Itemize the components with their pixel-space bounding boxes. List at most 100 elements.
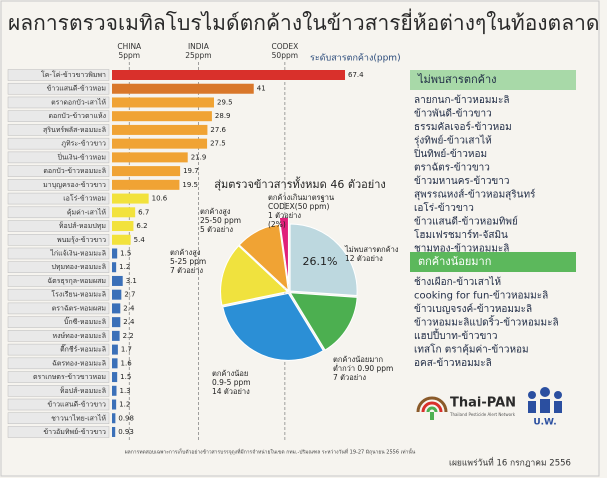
list-item: cooking for fun-ข้าวหอมมะลิ — [414, 290, 548, 302]
category-label: ท็อปส์-หอมปทุม — [59, 221, 106, 230]
label-box — [7, 275, 110, 287]
reference-name: CHINA — [117, 42, 142, 51]
pie-slice — [222, 292, 324, 361]
bar — [112, 138, 208, 149]
category-label: ตราดอกบัว-เสาไห้ — [51, 97, 106, 106]
category-label: ปิ่นเงิน-ข้าวหอม — [57, 152, 106, 161]
bar — [112, 413, 116, 424]
label-box — [7, 234, 110, 246]
bar — [112, 385, 117, 396]
label-box — [7, 357, 110, 370]
logo-arc — [421, 401, 443, 413]
label-box — [7, 426, 110, 438]
logo2-name: U.W. — [533, 418, 556, 428]
bar — [112, 83, 254, 94]
slice-label: 14 ตัวอย่าง — [212, 387, 250, 396]
category-label: ท็อปส์-หอมมะลิ — [60, 386, 106, 395]
bar — [112, 221, 134, 232]
category-label: ฉัตรทอง-หอมมะลิ — [52, 359, 106, 367]
list-item: ชามทอง-ข้าวหอมมะลิ — [414, 243, 509, 255]
pie-percent: 26.1% — [303, 255, 338, 268]
category-label: ดอกบัว-ข้าวหอมมะลิ — [43, 167, 106, 175]
logo-body — [528, 401, 536, 413]
reference-label: 5ppm — [118, 51, 140, 60]
label-box — [7, 96, 110, 109]
label-box — [7, 371, 110, 383]
list-header: ตกค้างน้อยมาก — [418, 255, 491, 268]
list-item: ลายกนก-ข้าวหอมมะลิ — [414, 94, 510, 106]
slice-label: 5 ตัวอย่าง — [200, 225, 233, 234]
bar — [112, 193, 149, 204]
slice-label: 5-25 ppm — [170, 257, 206, 266]
list-item: ข้าวหอมมะลิแปดริ้ว-ข้าวหอมมะลิ — [414, 315, 559, 329]
bar — [112, 330, 120, 341]
value-label: 2.7 — [124, 291, 135, 299]
category-label: มาบุญครอง-ข้าวขาว — [43, 181, 106, 189]
bar — [112, 344, 118, 355]
list-item: ช้างเผือก-ข้าวเสาไห้ — [414, 276, 501, 288]
logo-subtitle: Thailand Pesticide Alert Network — [449, 412, 516, 417]
slice-label: 7 ตัวอย่าง — [333, 373, 366, 382]
list-item: อคส-ข้าวหอมมะลิ — [414, 357, 492, 369]
date: เผยแพร่วันที่ 16 กรกฎาคม 2556 — [449, 457, 571, 469]
bar — [112, 248, 118, 259]
label-box — [7, 316, 110, 328]
logo-head — [540, 387, 550, 397]
label-box — [7, 165, 110, 177]
slice-label: ตกค้างสูง — [200, 207, 231, 216]
value-label: 28.9 — [215, 112, 231, 120]
list-header-box — [410, 252, 576, 272]
bar — [112, 234, 131, 245]
slice-label: ตกค้างน้อย — [212, 369, 248, 378]
pie-title: สุ่มตรวจข้าวสารทั้งหมด 46 ตัวอย่าง — [214, 176, 386, 191]
pie-slice — [220, 245, 289, 306]
value-label: 27.6 — [210, 126, 226, 134]
category-label: ข้าวอัมทิพย์-ข้าวขาว — [43, 428, 106, 436]
pie-slice — [238, 223, 289, 292]
label-box — [7, 330, 110, 342]
category-label: ดอกบัว-ข้าวตาแห้ง — [48, 112, 106, 120]
label-box — [7, 151, 110, 164]
value-label: 19.7 — [183, 167, 199, 175]
category-label: สุรินทร์พลัส-หอมมะลิ — [43, 126, 106, 134]
value-label: 1.6 — [121, 359, 133, 367]
slice-label: 1 ตัวอย่าง — [268, 211, 301, 220]
bar — [112, 70, 346, 80]
label-box — [7, 110, 110, 122]
slice-label: ตกค้างน้อยมาก — [333, 355, 383, 364]
label-box — [7, 343, 110, 356]
uw-logo — [528, 387, 562, 413]
category-label: โค-โค่-ข้าวขาวพิมพา — [41, 70, 106, 79]
thai-pan-logo — [416, 396, 448, 420]
value-label: 67.4 — [348, 71, 364, 79]
bar — [112, 166, 181, 177]
bar — [112, 399, 117, 410]
reference-label: 50ppm — [272, 51, 298, 60]
label-box — [7, 398, 110, 411]
logo-head — [554, 391, 562, 399]
label-box — [7, 302, 110, 315]
label-box — [7, 137, 110, 150]
bar — [112, 262, 117, 273]
value-label: 19.5 — [182, 181, 198, 189]
list-item: ปิ่นทิพย์-ข้าวหอม — [413, 146, 487, 160]
logo-name: Thai-PAN — [450, 396, 516, 411]
list-item: สุพรรณหงส์-ข้าวหอมสุรินทร์ — [414, 189, 536, 201]
category-label: ฉัตรธุรกุล-หอมผสม — [47, 277, 106, 285]
list-item: ข้าวมหานคร-ข้าวขาว — [414, 175, 510, 187]
slice-label: ไม่พบสารตกค้าง — [344, 245, 399, 254]
label-box — [7, 124, 110, 136]
bar — [112, 275, 123, 286]
reference-name: INDIA — [188, 42, 210, 51]
category-label: ไก่แจ้เงิน-หอมมะลิ — [49, 248, 106, 257]
value-label: 2.2 — [123, 332, 134, 340]
slice-label: ตกค้างเกินมาตรฐาน — [268, 193, 334, 202]
value-label: 10.6 — [152, 195, 168, 203]
category-label: คุ้มค่า-เสาไห้ — [67, 207, 107, 216]
value-label: 1.5 — [120, 373, 131, 381]
logo-body — [540, 399, 550, 413]
slice-label: (2%) — [268, 220, 286, 229]
category-label: ชาวนาไทย-เสาไห้ — [51, 413, 106, 422]
label-box — [7, 69, 110, 81]
